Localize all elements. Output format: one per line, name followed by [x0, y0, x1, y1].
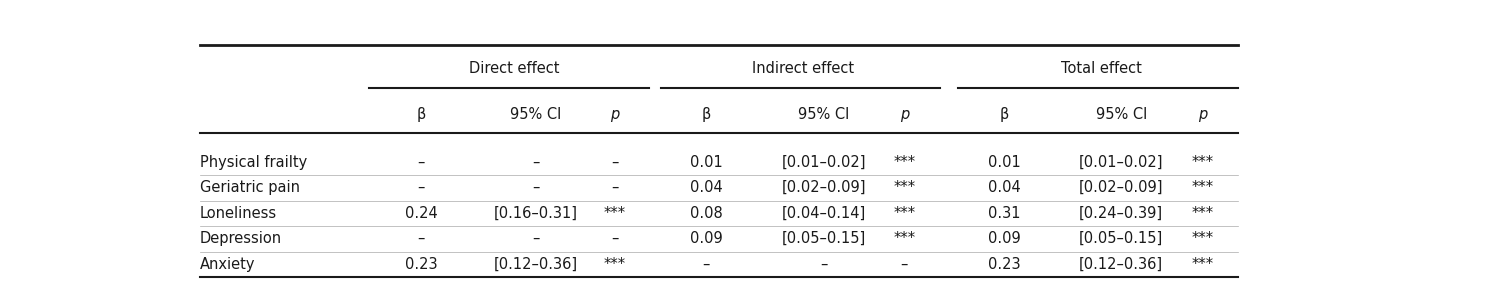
Text: [0.02–0.09]: [0.02–0.09] — [1079, 180, 1163, 195]
Text: p: p — [1198, 107, 1207, 122]
Text: 0.08: 0.08 — [689, 206, 722, 221]
Text: p: p — [611, 107, 620, 122]
Text: ***: *** — [604, 206, 626, 221]
Text: 0.09: 0.09 — [689, 231, 722, 246]
Text: ***: *** — [892, 206, 915, 221]
Text: 95% CI: 95% CI — [1096, 107, 1147, 122]
Text: ***: *** — [892, 155, 915, 170]
Text: –: – — [611, 155, 619, 170]
Text: –: – — [703, 257, 710, 272]
Text: [0.05–0.15]: [0.05–0.15] — [781, 231, 865, 246]
Text: –: – — [531, 231, 539, 246]
Text: β: β — [999, 107, 1010, 122]
Text: Direct effect: Direct effect — [470, 61, 560, 76]
Text: [0.02–0.09]: [0.02–0.09] — [781, 180, 865, 195]
Text: ***: *** — [1192, 231, 1215, 246]
Text: 0.04: 0.04 — [689, 180, 722, 195]
Text: –: – — [900, 257, 908, 272]
Text: [0.05–0.15]: [0.05–0.15] — [1079, 231, 1163, 246]
Text: –: – — [531, 180, 539, 195]
Text: [0.04–0.14]: [0.04–0.14] — [781, 206, 865, 221]
Text: –: – — [418, 155, 424, 170]
Text: ***: *** — [1192, 155, 1215, 170]
Text: [0.12–0.36]: [0.12–0.36] — [1079, 257, 1163, 272]
Text: –: – — [820, 257, 828, 272]
Text: p: p — [900, 107, 909, 122]
Text: 0.04: 0.04 — [989, 180, 1020, 195]
Text: Loneliness: Loneliness — [200, 206, 277, 221]
Text: ***: *** — [892, 231, 915, 246]
Text: –: – — [611, 180, 619, 195]
Text: Geriatric pain: Geriatric pain — [200, 180, 299, 195]
Text: ***: *** — [604, 257, 626, 272]
Text: [0.01–0.02]: [0.01–0.02] — [781, 155, 865, 170]
Text: 0.09: 0.09 — [989, 231, 1020, 246]
Text: 0.23: 0.23 — [405, 257, 438, 272]
Text: –: – — [418, 180, 424, 195]
Text: 0.24: 0.24 — [405, 206, 438, 221]
Text: ***: *** — [1192, 206, 1215, 221]
Text: 0.31: 0.31 — [989, 206, 1020, 221]
Text: [0.16–0.31]: [0.16–0.31] — [494, 206, 578, 221]
Text: β: β — [701, 107, 710, 122]
Text: Physical frailty: Physical frailty — [200, 155, 307, 170]
Text: 95% CI: 95% CI — [510, 107, 561, 122]
Text: ***: *** — [1192, 180, 1215, 195]
Text: –: – — [418, 231, 424, 246]
Text: ***: *** — [1192, 257, 1215, 272]
Text: [0.12–0.36]: [0.12–0.36] — [494, 257, 578, 272]
Text: ***: *** — [892, 180, 915, 195]
Text: β: β — [417, 107, 426, 122]
Text: Indirect effect: Indirect effect — [751, 61, 853, 76]
Text: Anxiety: Anxiety — [200, 257, 256, 272]
Text: [0.01–0.02]: [0.01–0.02] — [1079, 155, 1163, 170]
Text: [0.24–0.39]: [0.24–0.39] — [1079, 206, 1163, 221]
Text: Depression: Depression — [200, 231, 281, 246]
Text: –: – — [611, 231, 619, 246]
Text: 95% CI: 95% CI — [798, 107, 849, 122]
Text: 0.01: 0.01 — [989, 155, 1020, 170]
Text: Total effect: Total effect — [1061, 61, 1142, 76]
Text: –: – — [531, 155, 539, 170]
Text: 0.23: 0.23 — [989, 257, 1020, 272]
Text: 0.01: 0.01 — [689, 155, 722, 170]
